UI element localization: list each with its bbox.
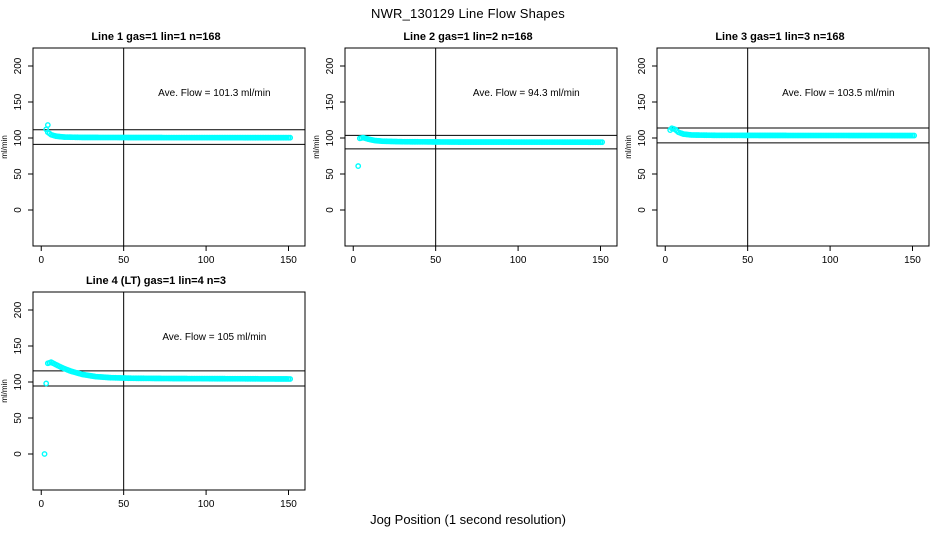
ave-flow-annotation: Ave. Flow = 94.3 ml/min — [473, 88, 580, 99]
x-tick-label: 0 — [662, 255, 668, 266]
x-tick-label: 0 — [350, 255, 356, 266]
x-tick-label: 50 — [742, 255, 754, 266]
panel-line-3: Line 3 gas=1 lin=3 n=168 0 50 100 150 0 50 100… — [624, 24, 936, 268]
ave-flow-annotation: Ave. Flow = 103.5 ml/min — [782, 88, 894, 99]
plot-line-1: 0 50 100 150 0 50 100 150 200 ml/min Ave. Flow = 1… — [0, 47, 306, 266]
y-tick-label: 200 — [325, 57, 336, 74]
x-tick-label: 100 — [198, 255, 215, 266]
y-tick-label: 100 — [325, 129, 336, 146]
y-axis-label: ml/min — [0, 379, 9, 403]
y-tick-label: 100 — [13, 373, 24, 390]
plot-line-4: 0 50 100 150 0 50 100 150 200 ml/min Ave. Flow = 1… — [0, 291, 306, 510]
x-tick-label: 0 — [38, 499, 44, 510]
plot-box — [32, 47, 306, 247]
x-tick-label: 150 — [592, 255, 609, 266]
y-tick-label: 150 — [637, 93, 648, 110]
y-axis-label: ml/min — [0, 135, 9, 159]
plot-box — [32, 291, 306, 491]
y-tick-label: 200 — [13, 301, 24, 318]
x-tick-label: 50 — [118, 499, 130, 510]
panel-title-line-4: Line 4 (LT) gas=1 lin=4 n=3 — [85, 275, 227, 287]
y-tick-label: 100 — [13, 129, 24, 146]
data-point — [287, 134, 294, 141]
y-tick-label: 50 — [13, 412, 24, 424]
plot-line-2: 0 50 100 150 0 50 100 150 200 ml/min Ave. Flow = 9… — [312, 47, 618, 266]
x-tick-label: 150 — [280, 499, 297, 510]
y-tick-label: 200 — [13, 57, 24, 74]
x-tick-label: 100 — [198, 499, 215, 510]
x-tick-label: 50 — [118, 255, 130, 266]
plot-line-3: 0 50 100 150 0 50 100 150 200 ml/min Ave. Flow = 1… — [624, 47, 930, 266]
plot-box — [656, 47, 930, 247]
y-axis-label: ml/min — [312, 135, 321, 159]
ave-flow-annotation: Ave. Flow = 105 ml/min — [162, 332, 266, 343]
x-tick-label: 150 — [904, 255, 921, 266]
y-axis-label: ml/min — [624, 135, 633, 159]
panel-title-line-2: Line 2 gas=1 lin=2 n=168 — [403, 31, 533, 43]
y-tick-label: 50 — [13, 168, 24, 180]
x-tick-label: 150 — [280, 255, 297, 266]
y-tick-label: 200 — [637, 57, 648, 74]
panel-line-1: Line 1 gas=1 lin=1 n=168 0 50 100 150 0 50 100… — [0, 24, 312, 268]
figure-xlabel: Jog Position (1 second resolution) — [370, 512, 566, 527]
ave-flow-annotation: Ave. Flow = 101.3 ml/min — [158, 88, 270, 99]
data-point — [287, 376, 294, 382]
y-tick-label: 50 — [637, 168, 648, 180]
x-tick-label: 100 — [510, 255, 527, 266]
data-point — [44, 122, 51, 128]
y-tick-label: 0 — [325, 207, 336, 213]
x-tick-label: 0 — [38, 255, 44, 266]
panel-title-line-1: Line 1 gas=1 lin=1 n=168 — [91, 31, 221, 43]
panels-grid: Line 1 gas=1 lin=1 n=168 0 50 100 150 0 50 100… — [0, 24, 936, 512]
data-point — [355, 163, 362, 169]
data-point — [911, 132, 918, 139]
data-point — [41, 451, 48, 457]
y-tick-label: 0 — [637, 207, 648, 213]
x-tick-label: 50 — [430, 255, 442, 266]
panel-line-4: Line 4 (LT) gas=1 lin=4 n=3 0 50 100 150 0 50… — [0, 268, 312, 512]
x-tick-label: 100 — [822, 255, 839, 266]
data-point — [599, 139, 606, 146]
y-tick-label: 150 — [325, 93, 336, 110]
y-tick-label: 150 — [13, 93, 24, 110]
panel-title-line-3: Line 3 gas=1 lin=3 n=168 — [715, 31, 845, 43]
panel-line-2: Line 2 gas=1 lin=2 n=168 0 50 100 150 0 50 100… — [312, 24, 624, 268]
y-tick-label: 100 — [637, 129, 648, 146]
y-tick-label: 0 — [13, 451, 24, 457]
y-tick-label: 50 — [325, 168, 336, 180]
data-point — [43, 380, 50, 387]
y-tick-label: 150 — [13, 337, 24, 354]
plot-box — [344, 47, 618, 247]
y-tick-label: 0 — [13, 207, 24, 213]
figure-title: NWR_130129 Line Flow Shapes — [370, 6, 565, 21]
